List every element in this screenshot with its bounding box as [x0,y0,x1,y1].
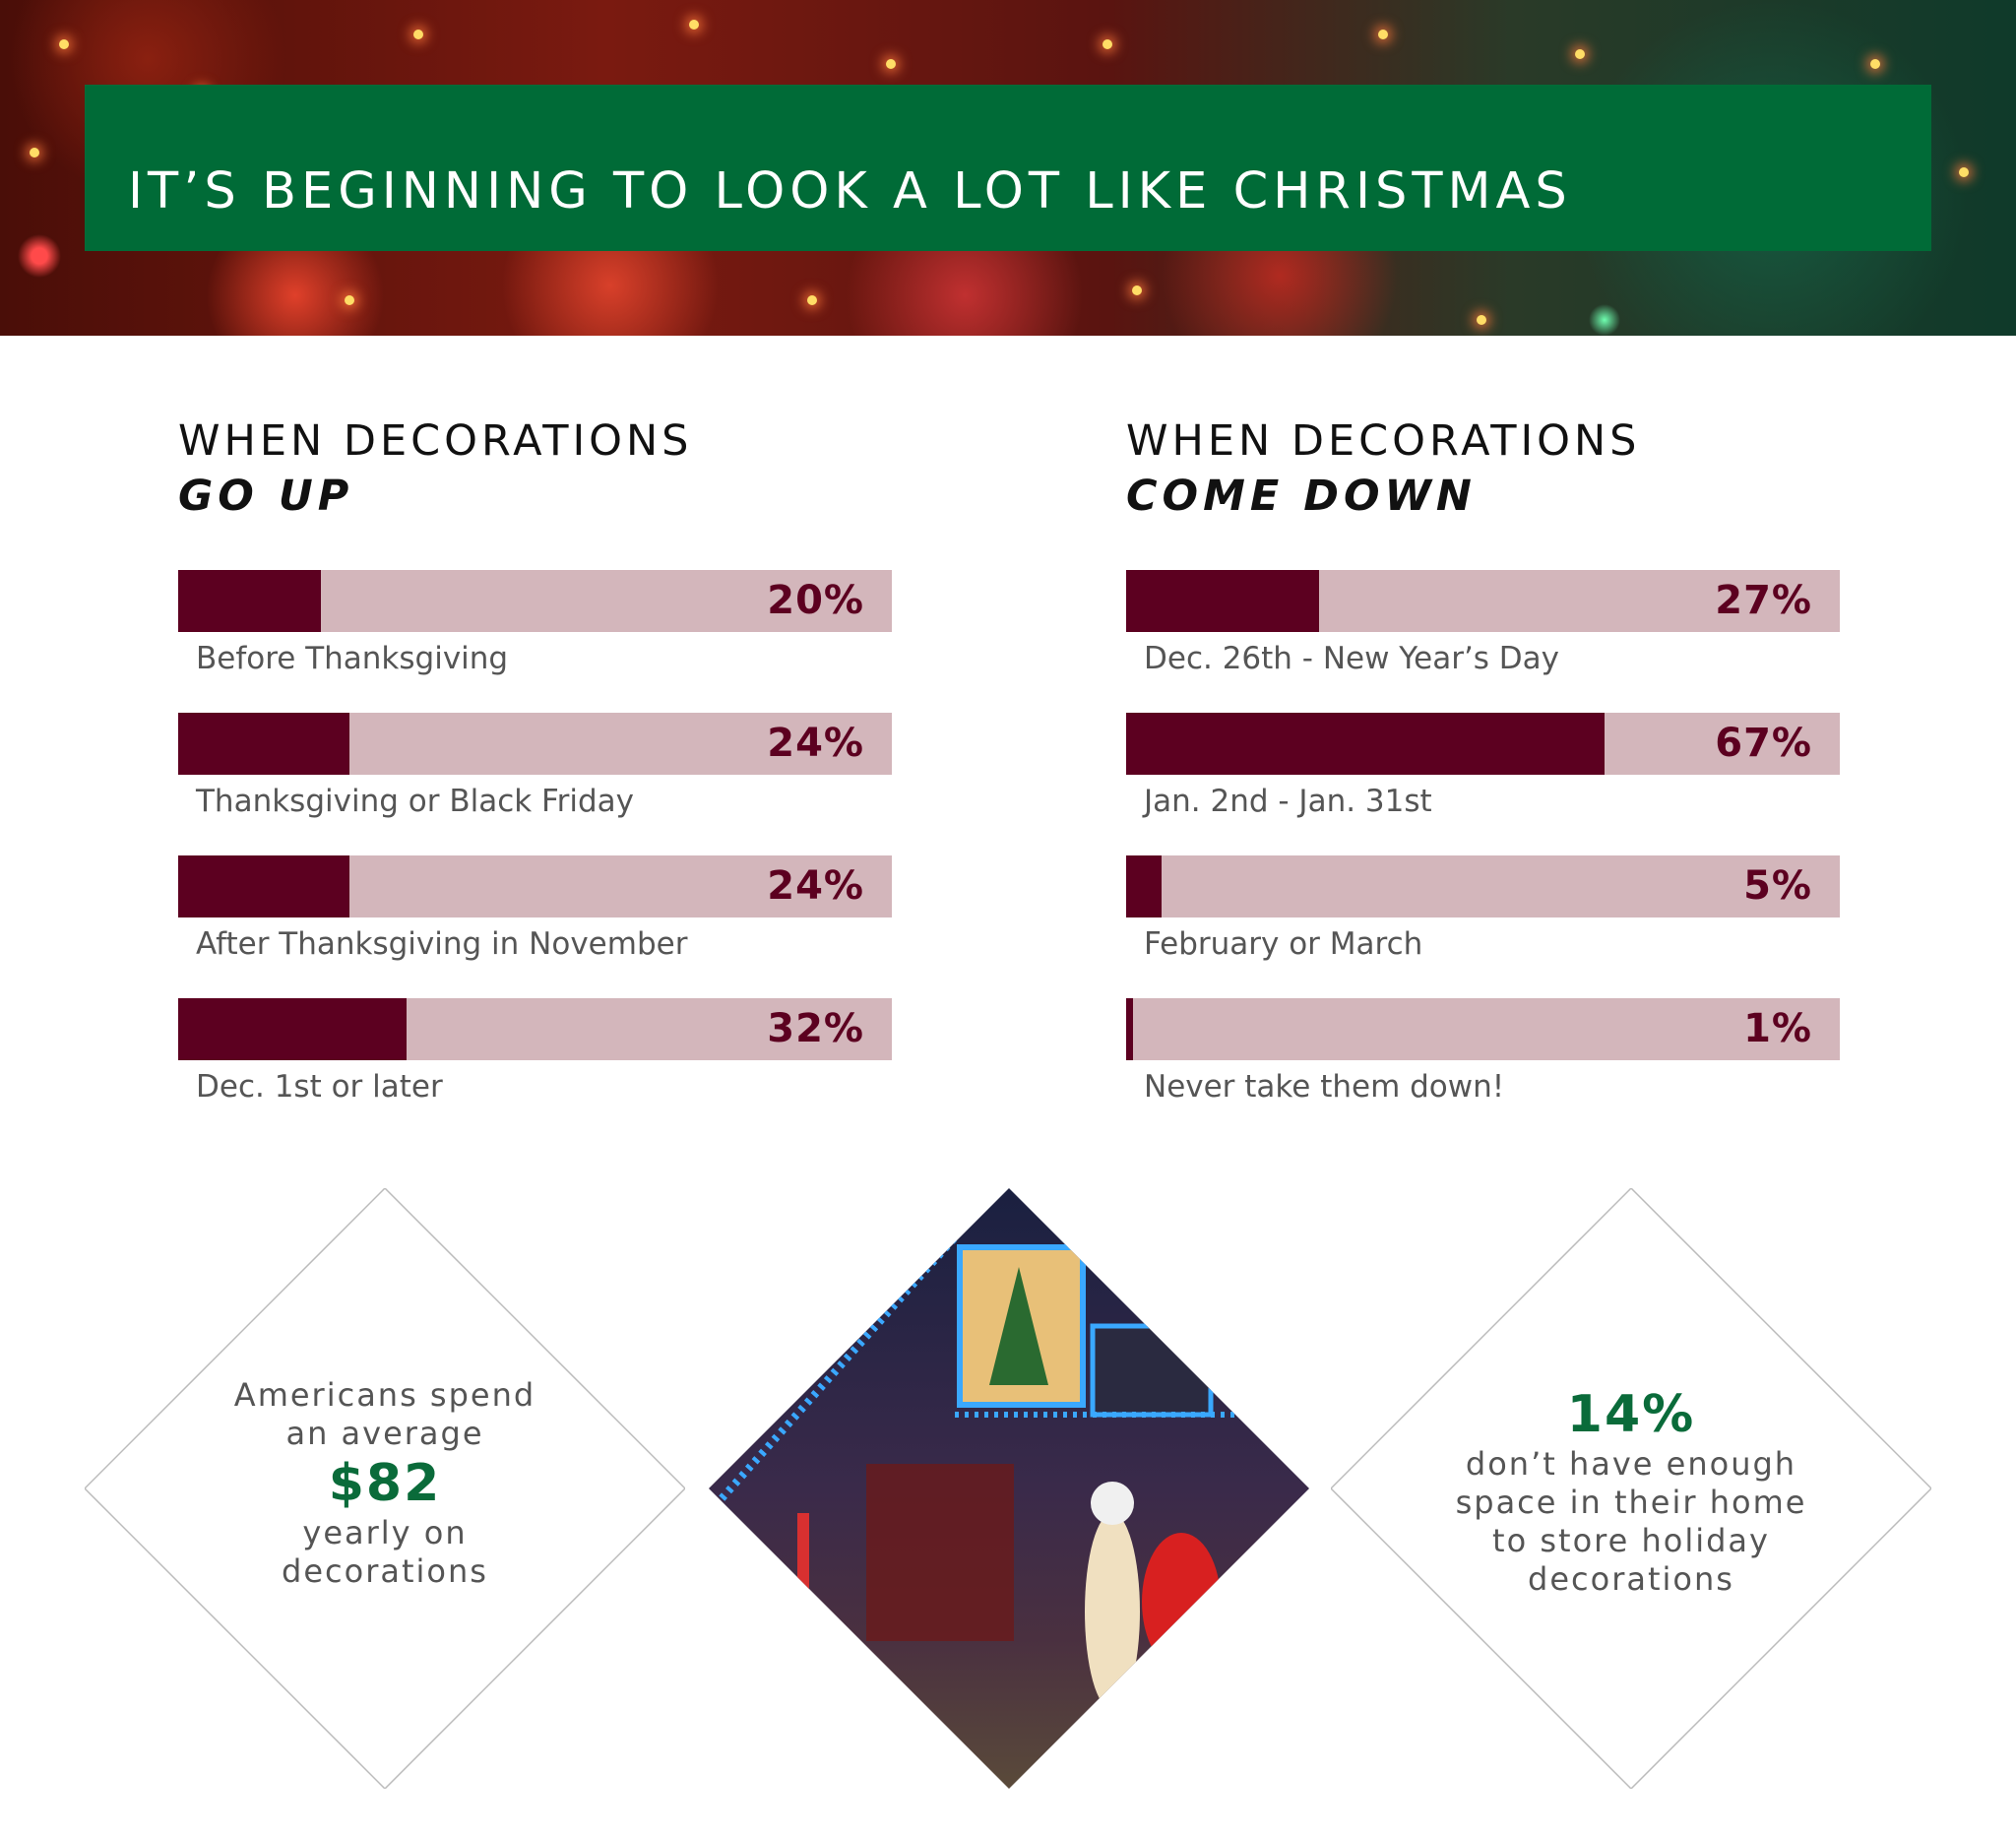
stat-value: 14% [1566,1385,1696,1444]
bar-track: 27% [1126,570,1840,632]
light-bokeh [689,20,699,30]
stat-value: $82 [328,1454,442,1513]
title-banner [85,85,1931,251]
bar-row: 1% Never take them down! [1126,998,1840,1141]
bar-fill [178,998,407,1060]
bar-row: 20% Before Thanksgiving [178,570,892,713]
light-bokeh [886,59,896,69]
light-bokeh [1870,59,1880,69]
bar-fill [1126,713,1605,775]
bar-track: 24% [178,713,892,775]
chart-title-line2: COME DOWN [1126,472,1477,521]
bar-category-label: February or March [1144,926,1423,962]
bar-track: 5% [1126,855,1840,917]
bar-category-label: After Thanksgiving in November [196,926,688,962]
bar-category-label: Before Thanksgiving [196,641,509,676]
chart-come-down: WHEN DECORATIONS COME DOWN 27% Dec. 26th … [1126,413,1840,1105]
bar-track: 1% [1126,998,1840,1060]
light-bokeh [30,148,39,158]
bar-value-label: 32% [767,1006,864,1051]
stat-text: decorations [282,1552,488,1590]
light-bokeh [807,295,817,305]
chart-title-line1: WHEN DECORATIONS [1126,416,1641,466]
bar-row: 27% Dec. 26th - New Year’s Day [1126,570,1840,713]
bar-value-label: 67% [1715,721,1812,766]
bar-value-label: 1% [1743,1006,1812,1051]
bar-row: 24% Thanksgiving or Black Friday [178,713,892,855]
light-bokeh [345,295,354,305]
bar-value-label: 27% [1715,578,1812,623]
light-bokeh [1132,285,1142,295]
stat-text: an average [285,1415,484,1452]
bar-row: 32% Dec. 1st or later [178,998,892,1141]
page-title: IT’S BEGINNING TO LOOK A LOT LIKE CHRIST… [128,162,1572,221]
chart-title-line2: GO UP [178,472,354,521]
bar-value-label: 20% [767,578,864,623]
bar-track: 24% [178,855,892,917]
bar-fill [1126,570,1319,632]
stat-text: to store holiday [1492,1522,1770,1559]
bar-fill [178,855,349,917]
bar-row: 24% After Thanksgiving in November [178,855,892,998]
house-lights-photo [709,1188,1309,1789]
bar-value-label: 24% [767,721,864,766]
bar-category-label: Jan. 2nd - Jan. 31st [1144,784,1432,819]
bar-category-label: Never take them down! [1144,1069,1505,1105]
chart-go-up: WHEN DECORATIONS GO UP 20% Before Thanksg… [178,413,892,1105]
bar-fill [178,570,321,632]
light-bokeh [1378,30,1388,39]
stat-text: decorations [1528,1560,1734,1598]
bar-fill [1126,998,1134,1060]
light-bokeh [59,39,69,49]
light-bokeh [1959,167,1969,177]
bar-category-label: Dec. 26th - New Year’s Day [1144,641,1560,676]
bar-track: 67% [1126,713,1840,775]
bar-value-label: 24% [767,863,864,909]
bar-track: 20% [178,570,892,632]
stat-text: Americans spend [233,1376,536,1414]
stat-storage: 14% don’t have enough space in their hom… [1424,1384,1838,1599]
stat-text: yearly on [302,1514,468,1551]
bar-track: 32% [178,998,892,1060]
bar-category-label: Thanksgiving or Black Friday [196,784,635,819]
light-bokeh [1477,315,1486,325]
stat-diamond-right [1331,1188,1931,1789]
light-bokeh [1575,49,1585,59]
bar-fill [178,713,349,775]
stat-text: space in their home [1455,1484,1807,1521]
bar-row: 67% Jan. 2nd - Jan. 31st [1126,713,1840,855]
stat-diamond-left [85,1188,685,1789]
bar-row: 5% February or March [1126,855,1840,998]
light-bokeh [1102,39,1112,49]
stat-spend: Americans spend an average $82 yearly on… [178,1376,592,1591]
chart-title-line1: WHEN DECORATIONS [178,416,693,466]
bar-category-label: Dec. 1st or later [196,1069,443,1105]
bar-fill [1126,855,1163,917]
bar-value-label: 5% [1743,863,1812,909]
stat-text: don’t have enough [1465,1445,1797,1483]
light-bokeh [413,30,423,39]
